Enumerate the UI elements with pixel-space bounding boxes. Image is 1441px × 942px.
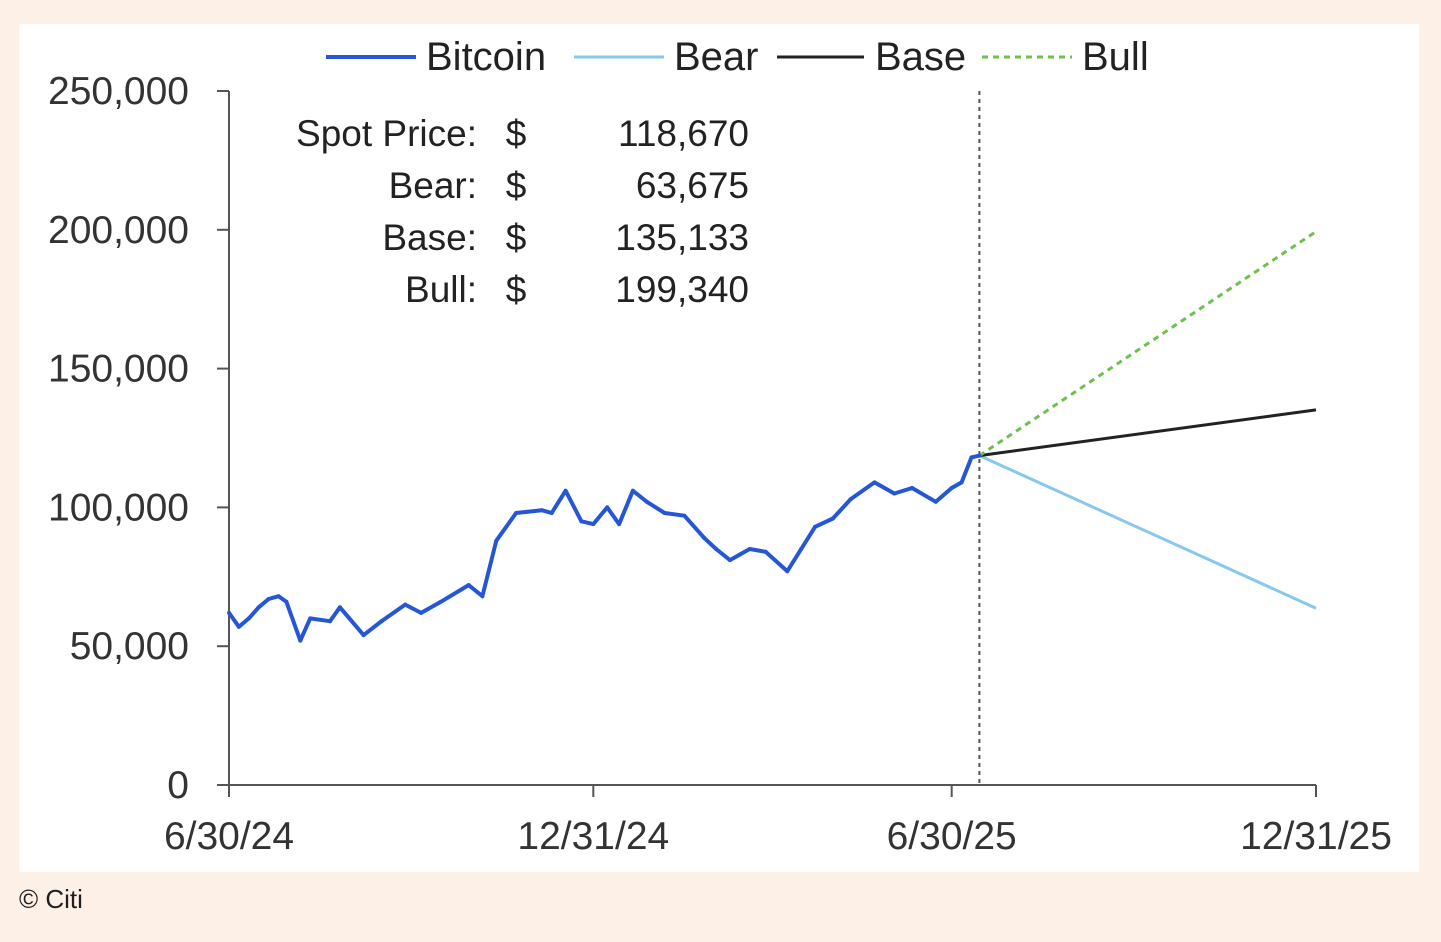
bitcoin-point [747,547,752,551]
x-tick-label: 6/30/25 [887,815,1017,858]
bitcoin-point [379,619,384,624]
bitcoin-point [480,594,485,599]
credit-text: © Citi [19,884,83,914]
bitcoin-point [644,499,649,504]
bitcoin-point [276,594,281,599]
legend-label-base: Base [875,35,966,79]
y-tick-label: 250,000 [48,70,189,113]
x-tick-label: 12/31/25 [1240,815,1392,858]
bitcoin-point [403,602,408,607]
annotation-currency: $ [506,217,527,258]
bitcoin-point [933,499,938,504]
bitcoin-point [591,522,596,527]
bitcoin-point [848,497,853,502]
annotation-label: Bull: [405,269,477,310]
series-line-bull [978,230,1317,457]
bitcoin-point [539,508,544,513]
y-tick-label: 200,000 [48,209,189,252]
chart-panel: Bitcoin Bear Base Bull 0 50,000 100,000 150,00… [19,24,1419,872]
bitcoin-point [727,558,732,563]
x-tick-label: 6/30/24 [164,815,294,858]
series-group [227,230,1317,643]
bitcoin-point [910,486,915,490]
bitcoin-point [949,486,954,490]
bitcoin-point [662,511,667,515]
bitcoin-point [563,488,568,493]
bitcoin-point [227,610,231,615]
legend-label-bear: Bear [674,35,759,79]
bitcoin-point [763,549,768,554]
annotation-currency: $ [506,165,527,206]
series-line-bitcoin [227,453,980,643]
x-tick-label: 12/31/24 [517,815,669,858]
series-line-base [979,408,1317,458]
chart-svg: Bitcoin Bear Base Bull 0 50,000 100,000 150,00… [48,35,1392,858]
annotation-label: Base: [382,217,477,258]
legend: Bitcoin Bear Base Bull [326,35,1149,79]
bitcoin-point [466,583,471,588]
bitcoin-point [246,616,251,621]
series-line-bear [978,454,1317,610]
bitcoin-point [256,605,261,610]
bitcoin-point [308,616,313,621]
bitcoin-point [514,511,519,515]
bitcoin-point [799,547,804,551]
bitcoin-point [236,624,241,629]
annotation-currency: $ [506,269,527,310]
bitcoin-point [785,569,790,574]
bitcoin-point [419,610,424,615]
bitcoin-point [959,480,964,485]
annotation-value: 63,675 [636,165,749,206]
bitcoin-point [284,599,289,604]
bitcoin-point [892,491,897,496]
bitcoin-point [337,605,342,610]
bitcoin-point [438,599,443,604]
bitcoin-point [969,455,974,460]
bitcoin-point [830,516,835,521]
legend-label-bull: Bull [1082,35,1149,79]
bitcoin-point [630,488,635,493]
annotation-label: Bear: [389,165,477,206]
annotation-value: 199,340 [615,269,749,310]
bitcoin-point [494,538,499,543]
bitcoin-point [977,453,982,458]
legend-label-bitcoin: Bitcoin [426,35,546,79]
bitcoin-point [266,597,271,601]
bitcoin-point [298,638,303,643]
y-tick-label: 0 [167,764,189,807]
annotation-label: Spot Price: [296,113,477,154]
annotation-value: 135,133 [615,217,749,258]
bitcoin-point [714,547,719,551]
y-tick-label: 150,000 [48,348,189,391]
bitcoin-point [682,513,687,518]
y-tick-label: 50,000 [70,625,189,668]
bitcoin-point [617,522,622,527]
bitcoin-point [702,535,707,540]
x-axis: 6/30/24 12/31/24 6/30/25 12/31/25 [164,784,1392,858]
bitcoin-point [361,633,366,638]
bitcoin-point [872,480,877,485]
y-axis: 0 50,000 100,000 150,000 200,000 250,000 [48,70,230,807]
bitcoin-point [813,524,818,529]
bitcoin-point [549,511,554,515]
bitcoin-point [605,505,610,510]
annotation-value: 118,670 [618,113,749,154]
bitcoin-point [579,519,584,524]
y-tick-label: 100,000 [48,486,189,529]
bitcoin-point [328,619,332,624]
annotation-table: Spot Price: $118,670 Bear: $63,675 Base: $135… [296,113,749,310]
annotation-currency: $ [506,113,527,154]
